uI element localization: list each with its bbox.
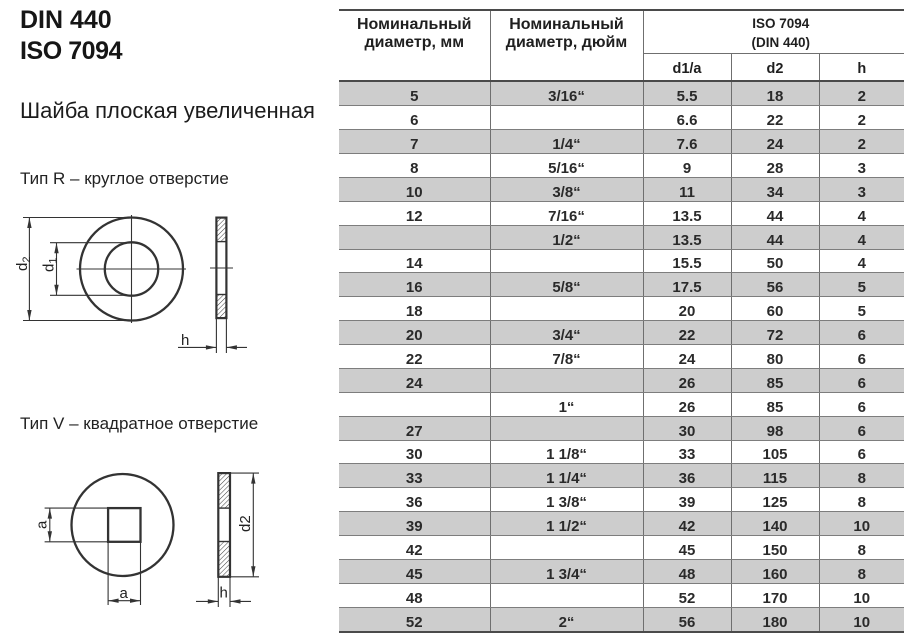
svg-text:d2: d2 bbox=[14, 257, 33, 271]
svg-text:d2: d2 bbox=[237, 515, 254, 532]
svg-text:h: h bbox=[181, 332, 189, 349]
svg-text:d1: d1 bbox=[41, 258, 60, 272]
svg-text:a: a bbox=[120, 585, 129, 602]
svg-text:a: a bbox=[34, 520, 51, 529]
svg-text:h: h bbox=[220, 585, 228, 602]
